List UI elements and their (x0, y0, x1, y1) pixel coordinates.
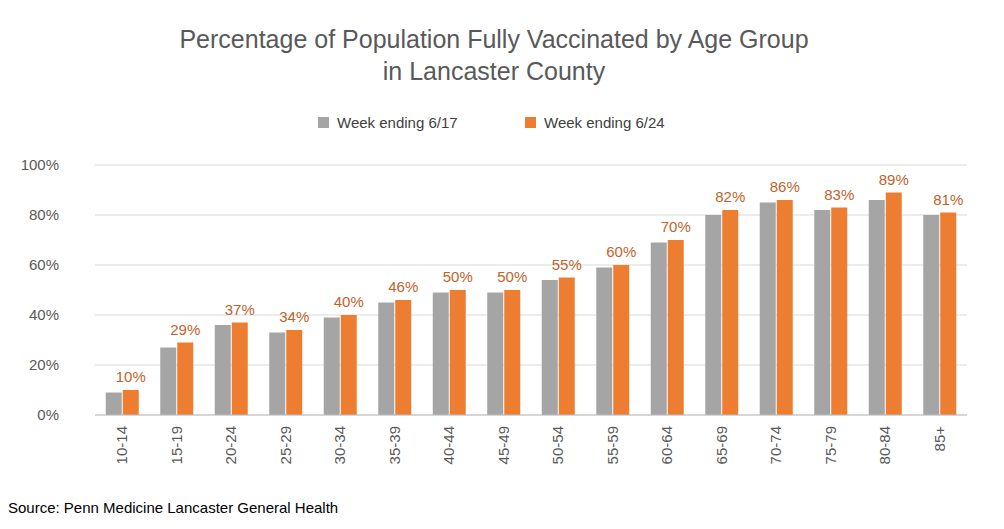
x-tick-label: 30-34 (331, 426, 348, 464)
bar (613, 265, 629, 415)
legend-label: Week ending 6/24 (544, 114, 665, 131)
x-tick-label: 40-44 (440, 426, 457, 464)
title-line: in Lancaster County (383, 57, 606, 85)
y-tick-label: 100% (21, 156, 59, 173)
bar (395, 300, 411, 415)
legend-swatch (318, 117, 329, 128)
bar (886, 193, 902, 416)
bar (324, 318, 340, 416)
grid (95, 165, 967, 415)
bar (123, 390, 139, 415)
x-tick-label: 45-49 (495, 426, 512, 464)
data-label: 50% (497, 268, 527, 285)
title: Percentage of Population Fully Vaccinate… (179, 25, 808, 85)
bar (487, 293, 503, 416)
bar (705, 215, 721, 415)
bar (542, 280, 558, 415)
x-axis (95, 415, 967, 416)
x-tick-label: 25-29 (277, 426, 294, 464)
x-tick-label: 65-69 (713, 426, 730, 464)
bar (269, 333, 285, 416)
bar (378, 303, 394, 416)
x-tick-label: 10-14 (113, 426, 130, 464)
bar (668, 240, 684, 415)
bar (869, 200, 885, 415)
x-tick-label: 70-74 (767, 426, 784, 464)
bar (777, 200, 793, 415)
bar (504, 290, 520, 415)
bar (106, 393, 122, 416)
bar (341, 315, 357, 415)
data-label: 46% (388, 278, 418, 295)
data-label: 83% (824, 186, 854, 203)
bar (160, 348, 176, 416)
bar (651, 243, 667, 416)
title-line: Percentage of Population Fully Vaccinate… (179, 25, 808, 53)
y-tick-label: 40% (29, 306, 59, 323)
bar (559, 278, 575, 416)
x-tick-label: 75-79 (822, 426, 839, 464)
y-tick-label: 20% (29, 356, 59, 373)
bar (450, 290, 466, 415)
data-label: 70% (661, 218, 691, 235)
x-tick-label: 80-84 (876, 426, 893, 464)
x-tick-label: 35-39 (386, 426, 403, 464)
bar (177, 343, 193, 416)
bar (760, 203, 776, 416)
x-tick-label: 50-54 (549, 426, 566, 464)
x-tick-label: 60-64 (658, 426, 675, 464)
y-tick-label: 80% (29, 206, 59, 223)
bar (940, 213, 956, 416)
source: Source: Penn Medicine Lancaster General … (8, 499, 338, 516)
y-tick-label: 0% (37, 406, 59, 423)
x-tick-label: 55-59 (604, 426, 621, 464)
data-label: 55% (552, 256, 582, 273)
x-tick-label: 85+ (931, 426, 948, 452)
y-tick-label: 60% (29, 256, 59, 273)
data-label: 86% (770, 178, 800, 195)
data-labels: 10% 29% 37% 34% 40% 46% 50% 50% 55% 60% 70% 82% 86% 8… (116, 171, 964, 386)
bar (433, 293, 449, 416)
bars (106, 193, 957, 416)
bar (722, 210, 738, 415)
data-label: 29% (170, 321, 200, 338)
data-label: 60% (606, 243, 636, 260)
bar (215, 325, 231, 415)
data-label: 50% (443, 268, 473, 285)
x-tick-label: 15-19 (168, 426, 185, 464)
data-label: 82% (715, 188, 745, 205)
bar (596, 268, 612, 416)
data-label: 37% (225, 301, 255, 318)
bar (814, 210, 830, 415)
bar (923, 215, 939, 415)
x-tick-label: 20-24 (222, 426, 239, 464)
bar (232, 323, 248, 416)
data-label: 10% (116, 368, 146, 385)
legend: Week ending 6/17 Week ending 6/24 (318, 114, 665, 131)
data-label: 34% (279, 308, 309, 325)
bar (831, 208, 847, 416)
data-label: 40% (334, 293, 364, 310)
background (0, 0, 1004, 529)
chart: Percentage of Population Fully Vaccinate… (0, 0, 1004, 529)
bar (286, 330, 302, 415)
legend-swatch (525, 117, 536, 128)
grid-line (95, 415, 967, 416)
data-label: 89% (879, 171, 909, 188)
legend-label: Week ending 6/17 (337, 114, 458, 131)
grid-line (95, 165, 967, 166)
data-label: 81% (933, 191, 963, 208)
